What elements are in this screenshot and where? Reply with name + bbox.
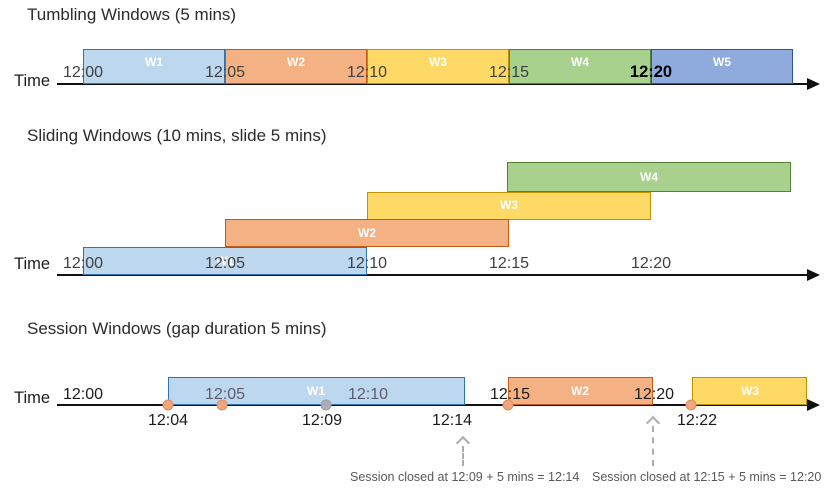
tumbling-window-w4 [509,49,651,84]
tumbling-window-w1 [83,49,225,84]
sliding-time-axis-label: Time [14,255,51,273]
window-label: W2 [287,55,305,69]
event-time-label: 12:14 [431,412,473,429]
time-tick: 12:00 [62,386,104,403]
event-time-label: 12:04 [147,412,189,429]
tumbling-section-title: Tumbling Windows (5 mins) [27,5,237,24]
sliding-window-w3 [367,192,651,220]
window-label: W1 [145,55,163,69]
time-tick: 12:15 [488,64,530,81]
session-window-w2 [508,377,653,405]
tumbling-time-axis-label: Time [14,72,51,90]
sliding-window-w2 [225,219,509,247]
time-tick: 12:00 [62,64,104,81]
window-label: W1 [216,254,234,268]
time-tick: 12:05 [204,255,246,272]
annotation-arrow-line [462,446,464,466]
time-tick: 12:20 [629,63,673,81]
time-tick: 12:05 [204,386,246,403]
time-tick: 12:15 [489,386,531,403]
sliding-axis-arrow-icon [807,269,820,281]
event-time-label: 12:22 [676,412,718,429]
time-tick: 12:20 [633,386,675,403]
window-label: W4 [571,55,589,69]
sliding-window-w1 [83,247,367,275]
event-dot [320,399,332,411]
time-tick: 12:10 [346,64,388,81]
time-tick: 12:15 [488,255,530,272]
annotation-arrow-line [652,426,654,466]
tumbling-window-w3 [367,49,509,84]
window-label: W2 [571,384,589,398]
window-label: W3 [500,198,518,212]
sliding-time-axis [57,274,810,276]
tumbling-window-w5 [651,49,793,84]
tumbling-time-axis [57,83,810,85]
window-label: W1 [307,384,325,398]
session-section-title: Session Windows (gap duration 5 mins) [27,319,327,338]
window-label: W3 [741,384,759,398]
sliding-section-title: Sliding Windows (10 mins, slide 5 mins) [27,126,327,145]
event-dot [685,399,697,411]
session-window-w3 [692,377,807,405]
time-tick: 12:20 [630,255,672,272]
window-label: W2 [358,226,376,240]
session-time-axis [57,404,810,406]
event-dot [502,399,514,411]
event-time-label: 12:09 [301,412,343,429]
time-tick: 12:00 [62,255,104,272]
window-label: W3 [429,55,447,69]
event-dot [162,399,174,411]
tumbling-axis-arrow-icon [807,78,820,90]
time-tick: 12:10 [346,255,388,272]
event-dot [216,399,228,411]
session-axis-arrow-icon [807,399,820,411]
window-label: W5 [713,55,731,69]
session-closed-annotation: Session closed at 12:09 + 5 mins = 12:14 [350,470,580,484]
session-closed-annotation: Session closed at 12:15 + 5 mins = 12:20 [592,470,822,484]
session-time-axis-label: Time [14,389,51,407]
tumbling-window-w2 [225,49,367,84]
time-tick: 12:10 [347,386,389,403]
sliding-window-w4 [507,162,791,192]
window-label: W4 [640,170,658,184]
time-tick: 12:05 [204,64,246,81]
